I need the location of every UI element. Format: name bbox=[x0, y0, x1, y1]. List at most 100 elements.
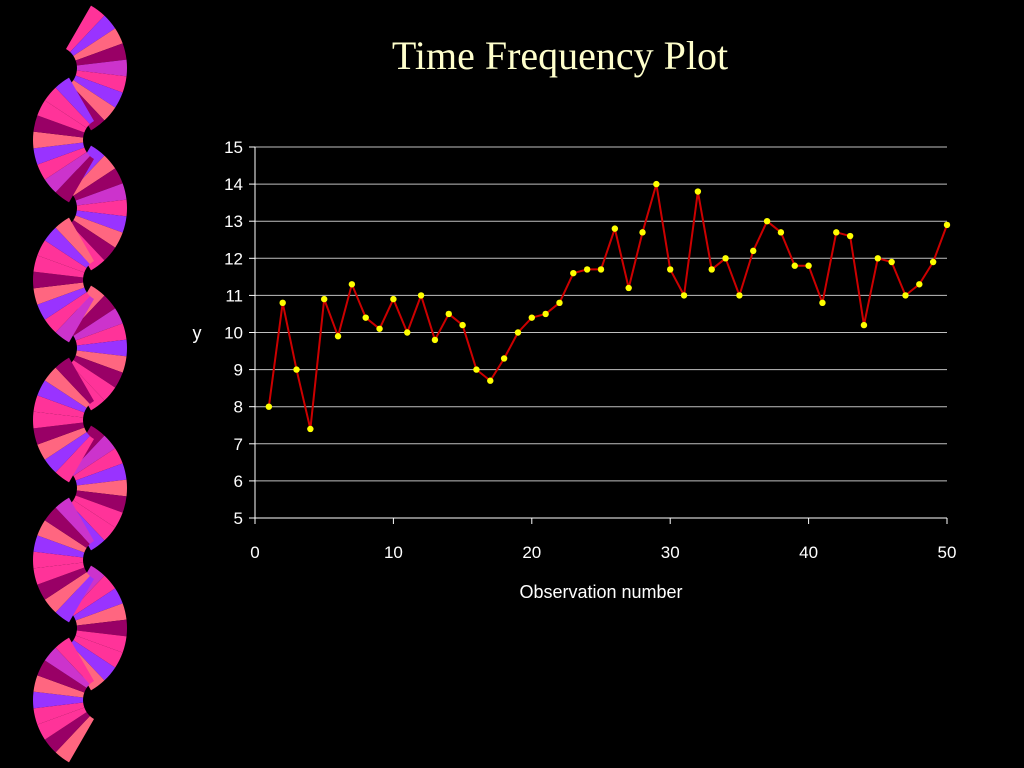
fan-segment bbox=[55, 436, 94, 483]
fan-segment bbox=[75, 43, 127, 66]
fan-segment bbox=[33, 115, 85, 138]
data-point bbox=[583, 266, 591, 273]
y-tick-label: 9 bbox=[234, 361, 243, 380]
fan-segment bbox=[73, 168, 123, 201]
data-point bbox=[500, 355, 508, 362]
fan-segment bbox=[76, 59, 127, 77]
y-tick-label: 15 bbox=[224, 138, 243, 157]
fan-segment bbox=[66, 5, 105, 52]
data-point bbox=[833, 229, 840, 236]
data-point bbox=[473, 366, 480, 373]
data-point bbox=[639, 229, 646, 236]
data-point bbox=[514, 329, 522, 336]
data-point bbox=[570, 269, 577, 277]
fan-segment bbox=[33, 691, 84, 709]
fan-segment bbox=[32, 411, 84, 429]
fan-segment bbox=[70, 575, 116, 616]
axes bbox=[249, 146, 948, 524]
data-point bbox=[722, 255, 729, 262]
data-point bbox=[279, 299, 286, 307]
y-tick-label: 13 bbox=[224, 212, 243, 231]
fan-segment bbox=[73, 355, 123, 388]
series-line bbox=[267, 183, 948, 430]
fan-left-0 bbox=[32, 77, 94, 203]
data-point bbox=[625, 284, 632, 292]
fan-segment bbox=[37, 707, 87, 740]
data-point bbox=[376, 325, 383, 332]
fan-segment bbox=[70, 640, 116, 681]
fan-segment bbox=[76, 339, 127, 357]
slide-title: Time Frequency Plot bbox=[391, 33, 729, 78]
fan-segment bbox=[37, 100, 87, 133]
data-point bbox=[597, 266, 605, 273]
data-point bbox=[694, 188, 702, 195]
fan-segment bbox=[55, 77, 94, 124]
fan-segment bbox=[70, 155, 116, 196]
fan-segment bbox=[73, 635, 123, 668]
x-tick-label: 10 bbox=[384, 543, 403, 562]
fan-segment bbox=[73, 495, 123, 528]
data-series bbox=[265, 180, 951, 433]
fan-segment bbox=[44, 432, 90, 473]
data-point bbox=[265, 403, 273, 410]
data-point bbox=[348, 281, 356, 288]
fan-left-2 bbox=[32, 357, 94, 483]
fan-segment bbox=[73, 588, 123, 621]
fan-segment bbox=[70, 295, 116, 336]
fan-segment bbox=[75, 183, 127, 206]
data-point bbox=[556, 299, 563, 307]
data-point bbox=[334, 333, 342, 340]
y-tick-label: 14 bbox=[224, 175, 243, 194]
fan-segment bbox=[32, 271, 84, 289]
data-point bbox=[542, 310, 549, 318]
fan-segment bbox=[75, 490, 127, 513]
y-tick-label: 11 bbox=[225, 286, 243, 305]
fan-segment bbox=[73, 215, 123, 248]
data-point bbox=[763, 218, 771, 225]
fan-segment bbox=[73, 75, 123, 108]
fan-segment bbox=[55, 637, 94, 684]
fan-segment bbox=[75, 323, 127, 346]
data-point bbox=[902, 292, 909, 299]
fan-segment bbox=[33, 255, 85, 278]
fan-segment bbox=[37, 287, 87, 320]
data-point bbox=[445, 310, 452, 318]
x-tick-label: 50 bbox=[938, 543, 957, 562]
data-point bbox=[916, 281, 923, 288]
fan-left-1 bbox=[32, 217, 94, 343]
fan-segment bbox=[75, 463, 127, 486]
y-tick-label: 7 bbox=[234, 435, 243, 454]
data-point bbox=[777, 229, 785, 236]
fan-segment bbox=[33, 395, 85, 418]
data-point bbox=[888, 258, 895, 266]
data-point bbox=[860, 321, 868, 329]
fan-segment bbox=[75, 603, 127, 626]
y-tick-label: 6 bbox=[234, 472, 243, 491]
fan-segment bbox=[44, 87, 90, 128]
data-point bbox=[611, 225, 619, 232]
y-axis-title: y bbox=[193, 323, 202, 343]
y-tick-label: 8 bbox=[234, 398, 243, 417]
fan-segment bbox=[44, 647, 90, 688]
fan-segment bbox=[55, 217, 94, 264]
fan-segment bbox=[37, 380, 87, 413]
fan-segment bbox=[75, 350, 127, 373]
x-tick-label: 40 bbox=[799, 543, 818, 562]
gridlines bbox=[255, 146, 947, 482]
data-point bbox=[431, 336, 439, 344]
data-point bbox=[362, 314, 369, 321]
tick-labels: 5 6 7 8 9 10 11 12 13 14 15 0 10 20 30 40 50 bbox=[224, 138, 956, 562]
fan-segment bbox=[75, 70, 127, 93]
data-point bbox=[307, 425, 314, 433]
fan-segment bbox=[44, 572, 90, 613]
data-point bbox=[487, 377, 494, 384]
fan-segment bbox=[76, 619, 127, 637]
x-tick-label: 20 bbox=[522, 543, 541, 562]
data-point bbox=[293, 366, 300, 373]
fan-left-4 bbox=[33, 637, 94, 763]
fan-segment bbox=[70, 15, 116, 56]
fan-segment bbox=[37, 567, 87, 600]
fan-segment bbox=[75, 210, 127, 233]
fan-segment bbox=[70, 80, 116, 121]
fan-segment bbox=[55, 296, 94, 343]
